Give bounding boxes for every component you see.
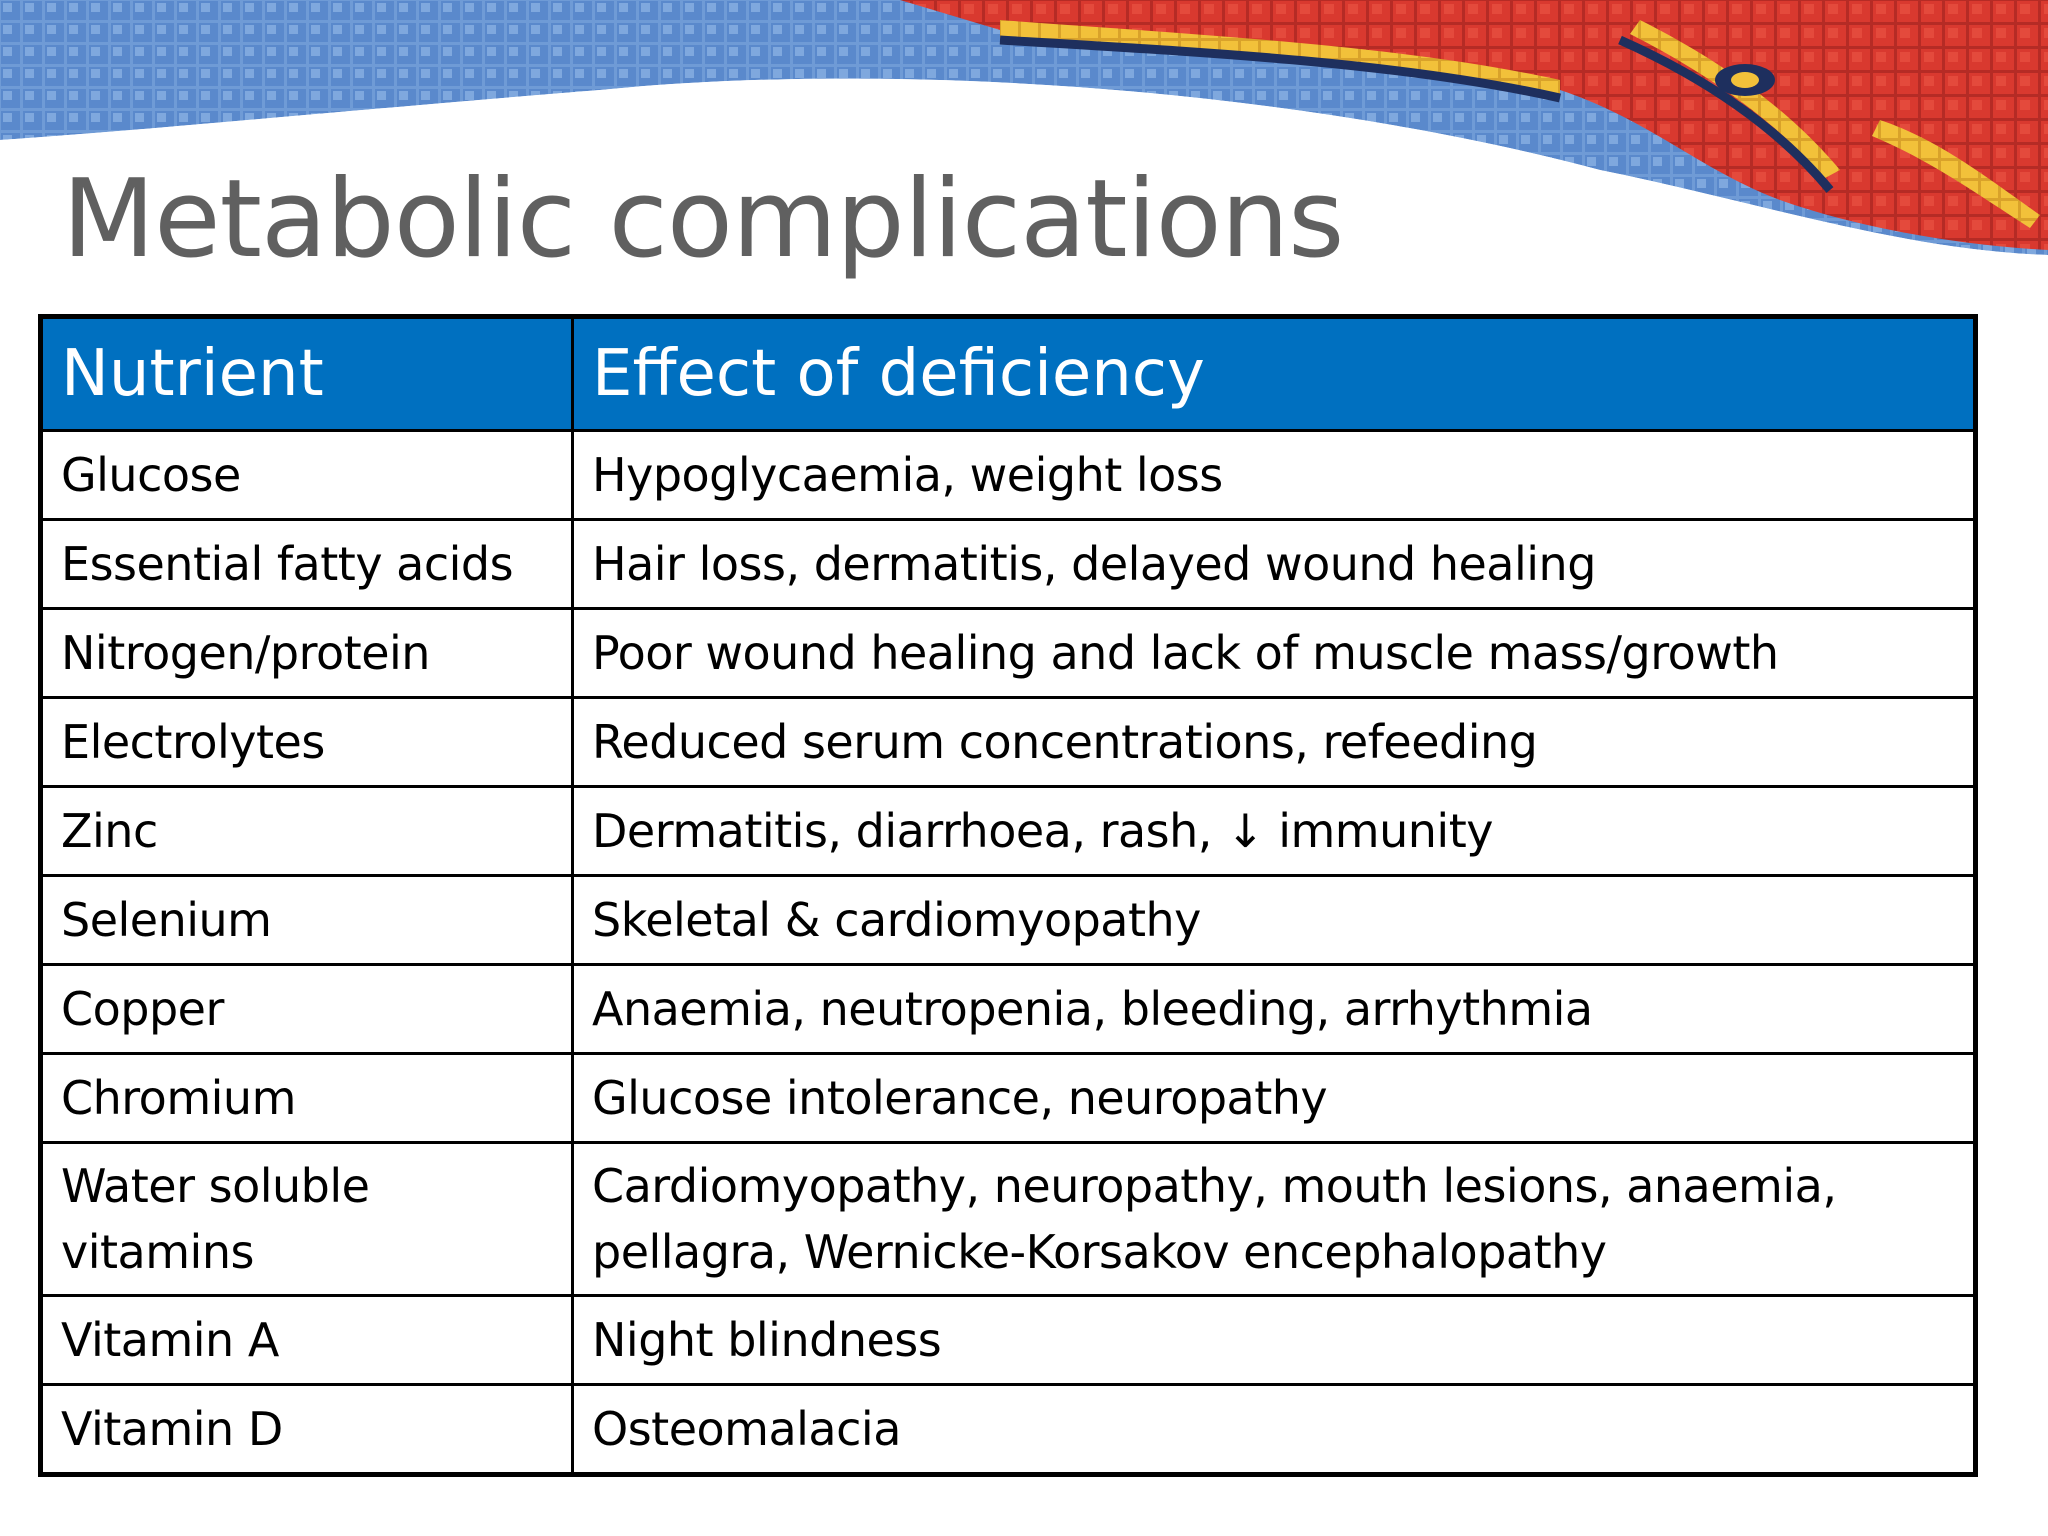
nutrient-cell: Selenium (39, 874, 574, 966)
table-row: Essential fatty acids Hair loss, dermati… (39, 518, 1977, 610)
deficiency-table-container: Nutrient Effect of deficiency Glucose Hy… (38, 314, 1978, 1477)
effect-cell: Anaemia, neutropenia, bleeding, arrhythm… (571, 963, 1977, 1055)
effect-cell: Cardiomyopathy, neuropathy, mouth lesion… (571, 1141, 1977, 1297)
nutrient-cell: Vitamin A (39, 1294, 574, 1386)
nutrient-cell: Zinc (39, 785, 574, 877)
effect-cell: Osteomalacia (571, 1383, 1977, 1476)
effect-cell: Hair loss, dermatitis, delayed wound hea… (571, 518, 1977, 610)
table-row: Selenium Skeletal & cardiomyopathy (39, 874, 1977, 966)
nutrient-cell: Water soluble vitamins (39, 1141, 574, 1297)
effect-cell: Reduced serum concentrations, refeeding (571, 696, 1977, 788)
table-row: Zinc Dermatitis, diarrhoea, rash, ↓ immu… (39, 785, 1977, 877)
table-row: Water soluble vitamins Cardiomyopathy, n… (39, 1141, 1977, 1297)
table-row: Chromium Glucose intolerance, neuropathy (39, 1052, 1977, 1144)
effect-cell: Hypoglycaemia, weight loss (571, 429, 1977, 521)
slide-title: Metabolic complications (62, 157, 1344, 282)
table-row: Copper Anaemia, neutropenia, bleeding, a… (39, 963, 1977, 1055)
table-row: Nitrogen/protein Poor wound healing and … (39, 607, 1977, 699)
table-header-row: Nutrient Effect of deficiency (39, 315, 1977, 432)
effect-cell: Skeletal & cardiomyopathy (571, 874, 1977, 966)
nutrient-cell: Essential fatty acids (39, 518, 574, 610)
nutrient-cell: Vitamin D (39, 1383, 574, 1476)
nutrient-cell: Chromium (39, 1052, 574, 1144)
deficiency-table: Nutrient Effect of deficiency Glucose Hy… (38, 314, 1978, 1477)
effect-cell: Dermatitis, diarrhoea, rash, ↓ immunity (571, 785, 1977, 877)
column-header-nutrient: Nutrient (39, 315, 574, 432)
effect-cell: Night blindness (571, 1294, 1977, 1386)
table-row: Vitamin A Night blindness (39, 1294, 1977, 1386)
mosaic-banner (0, 0, 2048, 260)
nutrient-cell: Copper (39, 963, 574, 1055)
nutrient-cell: Nitrogen/protein (39, 607, 574, 699)
effect-cell: Glucose intolerance, neuropathy (571, 1052, 1977, 1144)
nutrient-cell: Glucose (39, 429, 574, 521)
effect-cell: Poor wound healing and lack of muscle ma… (571, 607, 1977, 699)
nutrient-cell: Electrolytes (39, 696, 574, 788)
table-row: Vitamin D Osteomalacia (39, 1383, 1977, 1476)
column-header-effect: Effect of deficiency (571, 315, 1977, 432)
table-row: Glucose Hypoglycaemia, weight loss (39, 429, 1977, 521)
table-row: Electrolytes Reduced serum concentration… (39, 696, 1977, 788)
